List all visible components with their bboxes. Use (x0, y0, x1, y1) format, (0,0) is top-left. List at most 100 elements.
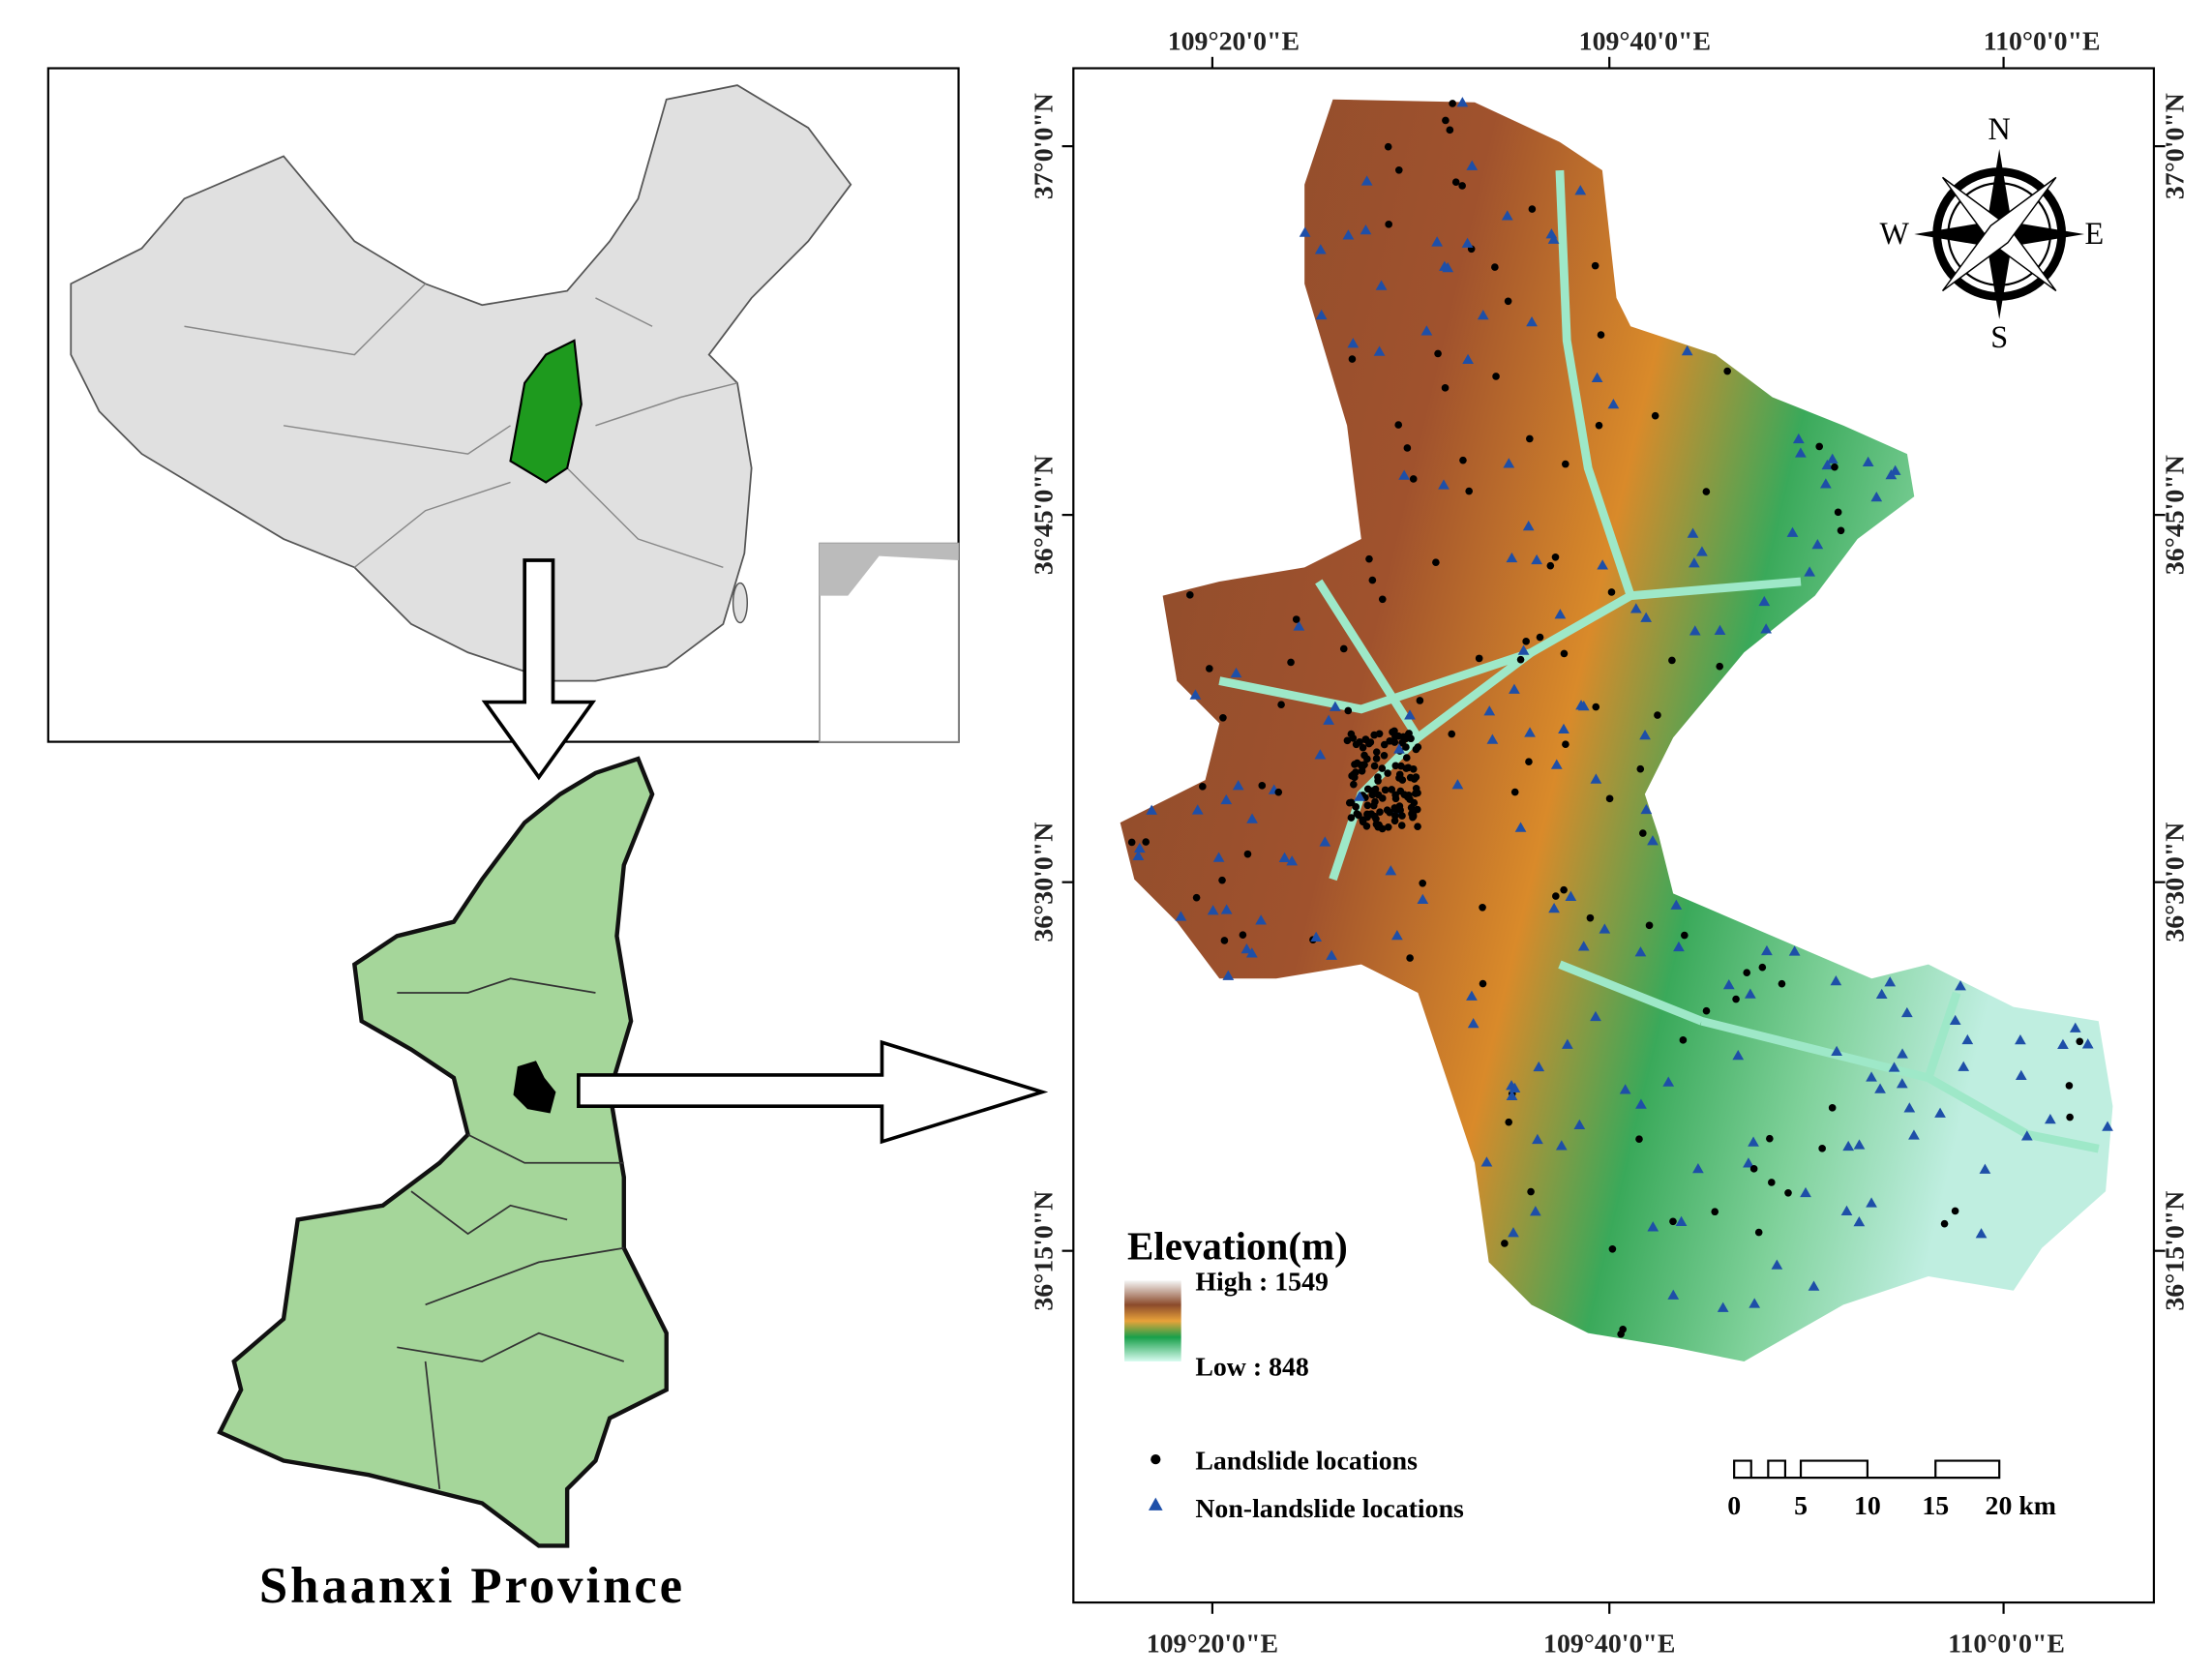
location-markers (1127, 97, 2113, 1338)
non-landslide-point (1619, 1084, 1631, 1094)
landslide-point (1940, 1219, 1949, 1228)
landslide-point (1561, 460, 1569, 468)
landslide-point (1351, 761, 1359, 768)
landslide-point (1372, 815, 1380, 823)
non-landslide-point (1870, 492, 1883, 502)
landslide-point (1391, 794, 1400, 803)
non-landslide-point (1456, 97, 1469, 107)
non-landslide-point (1212, 852, 1225, 862)
non-landslide-point (1342, 229, 1355, 240)
landslide-point (1651, 411, 1659, 420)
district-borders (397, 977, 625, 1489)
landslide-point (1384, 823, 1392, 831)
top-label: 109°40'0"E (1579, 26, 1711, 56)
landslide-point (1635, 1135, 1643, 1143)
landslide-point (1292, 615, 1300, 623)
non-landslide-point (1508, 1227, 1519, 1238)
non-landslide-point (1246, 813, 1258, 823)
non-landslide-point (1853, 1216, 1866, 1227)
non-landslide-point (1514, 822, 1527, 832)
non-landslide-point (1466, 990, 1478, 1001)
non-landslide-point (1866, 1071, 1877, 1082)
non-landslide-point (1461, 237, 1474, 248)
landslide-point (1370, 762, 1379, 770)
china-outline (70, 84, 852, 682)
non-landslide-point (2015, 1069, 2027, 1080)
graticule-ticks (1061, 56, 2166, 1614)
non-landslide-point (1323, 714, 1334, 725)
non-landslide-point (1517, 644, 1530, 655)
landslide-point (1654, 711, 1661, 719)
non-landslide-point (1866, 1197, 1877, 1208)
landslide-point (1363, 813, 1371, 822)
landslide-point (1384, 142, 1392, 151)
landslide-point (1446, 126, 1454, 135)
non-landslide-point (1547, 233, 1560, 244)
non-landslide-point (1896, 1078, 1908, 1089)
non-landslide-point (1975, 1228, 1988, 1239)
non-landslide-point (1532, 1133, 1543, 1145)
landslide-point (1409, 813, 1417, 822)
landslide-point (1586, 913, 1595, 922)
non-landslide-point (1840, 1205, 1853, 1216)
non-landslide-point (1347, 338, 1360, 348)
non-landslide-point (1635, 1098, 1647, 1109)
landslide-point (1219, 713, 1227, 722)
landslide-point (2065, 1082, 2074, 1090)
non-landslide-point (2069, 1022, 2081, 1032)
non-landslide-point (1314, 749, 1327, 760)
compass-e: E (2085, 216, 2105, 251)
landslide-point (1192, 893, 1201, 902)
landslide-point (1414, 789, 1421, 797)
non-landslide-point (1220, 904, 1233, 914)
compass-n: N (1988, 111, 2011, 146)
non-landslide-point (1590, 773, 1602, 784)
landslide-point (1359, 743, 1367, 752)
non-landslide-point (1681, 344, 1693, 356)
study-area-marker (513, 1061, 556, 1114)
non-landslide-point (1315, 309, 1328, 320)
landslide-point (1595, 421, 1603, 430)
landslide-point (1834, 508, 1842, 517)
landslide-point (1274, 788, 1283, 796)
non-landslide-point (1222, 970, 1235, 980)
right-label: 36°45'0"N (2161, 455, 2191, 575)
south-china-sea-land (819, 543, 959, 596)
landslide-point (1491, 263, 1499, 271)
legend-landslide: Landslide locations (1195, 1446, 1418, 1476)
landslide-point (1951, 1207, 1959, 1215)
non-landslide-point (1908, 1129, 1920, 1140)
right-label: 36°15'0"N (2161, 1191, 2191, 1311)
landslide-point (1522, 638, 1530, 645)
landslide-point (1358, 766, 1366, 775)
non-landslide-point (1314, 244, 1327, 254)
down-arrow (481, 558, 597, 781)
non-landslide-point (1591, 372, 1603, 383)
landslide-point (1362, 822, 1371, 830)
non-landslide-point (1480, 1156, 1493, 1167)
non-landslide-point (1687, 527, 1699, 538)
landslide-point (1815, 442, 1824, 451)
non-landslide-point (1278, 852, 1291, 862)
landslide-point (1374, 823, 1382, 831)
landslide-point (1592, 703, 1600, 711)
landslide-point (1412, 773, 1420, 781)
landslide-point (1365, 554, 1373, 563)
scale-label: 20 km (1986, 1491, 2056, 1521)
landslide-point (1376, 808, 1384, 816)
landslide-point (1560, 649, 1569, 658)
non-landslide-point (1748, 1136, 1759, 1147)
non-landslide-point (1462, 353, 1474, 364)
right-arrow (577, 1039, 1049, 1145)
non-landslide-point (1241, 943, 1253, 954)
non-landslide-point (1207, 905, 1219, 915)
non-landslide-point (1526, 316, 1538, 327)
landslide-point (1681, 931, 1689, 940)
landslide-point (1716, 662, 1724, 671)
landslide-point (1749, 1165, 1758, 1173)
landslide-point (1391, 762, 1400, 770)
landslide-point (1434, 349, 1442, 358)
non-landslide-point (1417, 893, 1429, 904)
landslide-point (1636, 764, 1645, 773)
non-landslide-point (1903, 1102, 1916, 1113)
